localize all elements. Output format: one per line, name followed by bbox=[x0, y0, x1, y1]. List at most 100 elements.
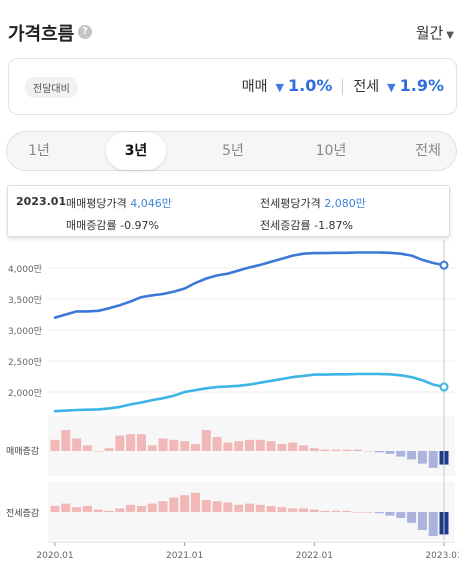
jeonse-change-bar bbox=[353, 512, 363, 513]
tooltip-jeonse-price: 전세평당가격 2,080만 bbox=[260, 195, 366, 211]
sale-change-bar bbox=[299, 445, 309, 451]
tooltip-sale-price: 매매평당가격 4,046만 bbox=[66, 195, 172, 211]
jeonse-price-line bbox=[53, 372, 446, 413]
jeonse-change-bar bbox=[126, 504, 136, 512]
sale-change-bar bbox=[61, 430, 71, 451]
tab-3y[interactable]: 3년 bbox=[106, 132, 166, 170]
jeonse-change-bar bbox=[374, 512, 384, 514]
sale-change-bar bbox=[93, 451, 103, 452]
sale-change-bar bbox=[180, 441, 190, 451]
tooltip-sale-price-value: 4,046만 bbox=[130, 197, 172, 210]
jeonse-change-bar bbox=[277, 507, 287, 512]
tooltip-jeonse-price-label: 전세평당가격 bbox=[260, 197, 321, 210]
jeonse-change-bar bbox=[212, 501, 222, 512]
y-tick-label: 2,500만 bbox=[8, 357, 42, 368]
x-tick-label: 2023.01 bbox=[425, 551, 459, 561]
sale-change-bar bbox=[374, 451, 384, 453]
tooltip-sale-change: 매매증감률 -0.97% bbox=[66, 219, 160, 232]
sale-change-bar bbox=[169, 439, 179, 451]
tab-1y[interactable]: 1년 bbox=[28, 143, 50, 159]
jeonse-change-bar bbox=[255, 504, 265, 512]
sale-price-line-point bbox=[439, 260, 449, 270]
tooltip-jeonse-change: 전세증감률 -1.87% bbox=[260, 219, 354, 232]
jeonse-change-bar bbox=[428, 512, 438, 536]
jeonse-change-label: 전세증감 bbox=[6, 507, 39, 519]
sale-change-bar bbox=[331, 449, 341, 451]
sale-change-bar bbox=[190, 444, 200, 451]
jeonse-change-value: 1.9% bbox=[399, 76, 444, 95]
jeonse-change-bar bbox=[331, 510, 341, 512]
jeonse-change-bar bbox=[72, 507, 82, 512]
sale-change-bar bbox=[266, 441, 276, 451]
sale-change-bar bbox=[201, 430, 211, 451]
tab-10y[interactable]: 10년 bbox=[315, 143, 347, 159]
sale-change-label: 매매증감 bbox=[6, 445, 39, 457]
jeonse-change-bar bbox=[61, 503, 71, 512]
x-tick-label: 2020.01 bbox=[36, 551, 73, 561]
sale-change-bar bbox=[407, 451, 417, 460]
sale-change-bar bbox=[363, 451, 373, 452]
sale-change-bar bbox=[396, 451, 406, 457]
jeonse-change-bar bbox=[385, 512, 395, 516]
divider bbox=[342, 79, 344, 95]
sale-change-bar bbox=[417, 451, 427, 464]
jeonse-change-bar bbox=[266, 506, 276, 512]
jeonse-change-bar bbox=[169, 497, 179, 512]
tooltip-date: 2023.01 bbox=[16, 195, 67, 208]
tab-all[interactable]: 전체 bbox=[415, 143, 441, 159]
jeonse-change-bar bbox=[136, 506, 146, 512]
y-tick-label: 3,500만 bbox=[8, 295, 42, 306]
tooltip-sale-price-label: 매매평당가격 bbox=[66, 197, 127, 210]
sale-change-bar bbox=[255, 439, 265, 451]
jeonse-change-bar bbox=[396, 512, 406, 518]
compare-badge: 전달대비 bbox=[25, 77, 78, 98]
jeonse-change-bar bbox=[309, 509, 319, 512]
sale-label: 매매 bbox=[241, 79, 268, 95]
price-flow-header: 가격흐름 ? 월간 ▼ bbox=[8, 20, 454, 46]
sale-change-bar bbox=[428, 451, 438, 468]
sale-change-value: 1.0% bbox=[288, 76, 333, 95]
jeonse-change-bar bbox=[82, 506, 92, 512]
y-tick-label: 3,000만 bbox=[8, 326, 42, 337]
sale-change-bar bbox=[158, 438, 168, 451]
sale-change-bar bbox=[50, 439, 60, 451]
sale-change-bar bbox=[223, 442, 233, 451]
jeonse-change-bar bbox=[363, 512, 373, 513]
sale-change-bar bbox=[147, 445, 157, 451]
sale-change-bar bbox=[72, 438, 82, 451]
jeonse-change-bar bbox=[104, 510, 114, 512]
period-select[interactable]: 월간 ▼ bbox=[416, 22, 454, 43]
x-tick-label: 2021.01 bbox=[166, 551, 203, 561]
jeonse-change-bar bbox=[115, 508, 125, 512]
jeonse-change-bar bbox=[299, 508, 309, 512]
down-arrow-icon: ▼ bbox=[275, 81, 285, 94]
sale-change-bar bbox=[288, 442, 298, 451]
help-icon[interactable]: ? bbox=[78, 25, 92, 39]
page-title: 가격흐름 bbox=[8, 24, 75, 45]
jeonse-change-bar bbox=[93, 509, 103, 512]
jeonse-change-bar bbox=[190, 492, 200, 512]
chevron-down-icon: ▼ bbox=[446, 30, 454, 41]
sale-change-bar bbox=[234, 441, 244, 451]
y-tick-label: 2,000만 bbox=[8, 388, 42, 399]
y-tick-label: 4,000만 bbox=[8, 264, 42, 275]
tab-5y[interactable]: 5년 bbox=[222, 143, 244, 159]
tooltip-jeonse-price-value: 2,080만 bbox=[324, 197, 366, 210]
x-tick-label: 2022.01 bbox=[296, 551, 333, 561]
down-arrow-icon: ▼ bbox=[387, 81, 396, 94]
sale-change-bar bbox=[212, 437, 222, 451]
jeonse-change-bar bbox=[180, 495, 190, 512]
sale-price-line bbox=[53, 251, 446, 319]
jeonse-change-bar bbox=[320, 510, 330, 512]
change-summary-values: 매매 ▼ 1.0% 전세 ▼ 1.9% bbox=[242, 76, 444, 96]
jeonse-change-bar bbox=[288, 508, 298, 512]
period-tabs: 1년 3년 5년 10년 전체 bbox=[6, 131, 457, 171]
sale-change-bar bbox=[115, 435, 125, 451]
sale-change-bar bbox=[126, 434, 136, 451]
jeonse-change-bar bbox=[50, 506, 60, 512]
sale-change-bar bbox=[320, 449, 330, 451]
jeonse-change-bar bbox=[417, 512, 427, 530]
jeonse-change-bar bbox=[158, 501, 168, 512]
jeonse-label: 전세 bbox=[353, 79, 380, 95]
